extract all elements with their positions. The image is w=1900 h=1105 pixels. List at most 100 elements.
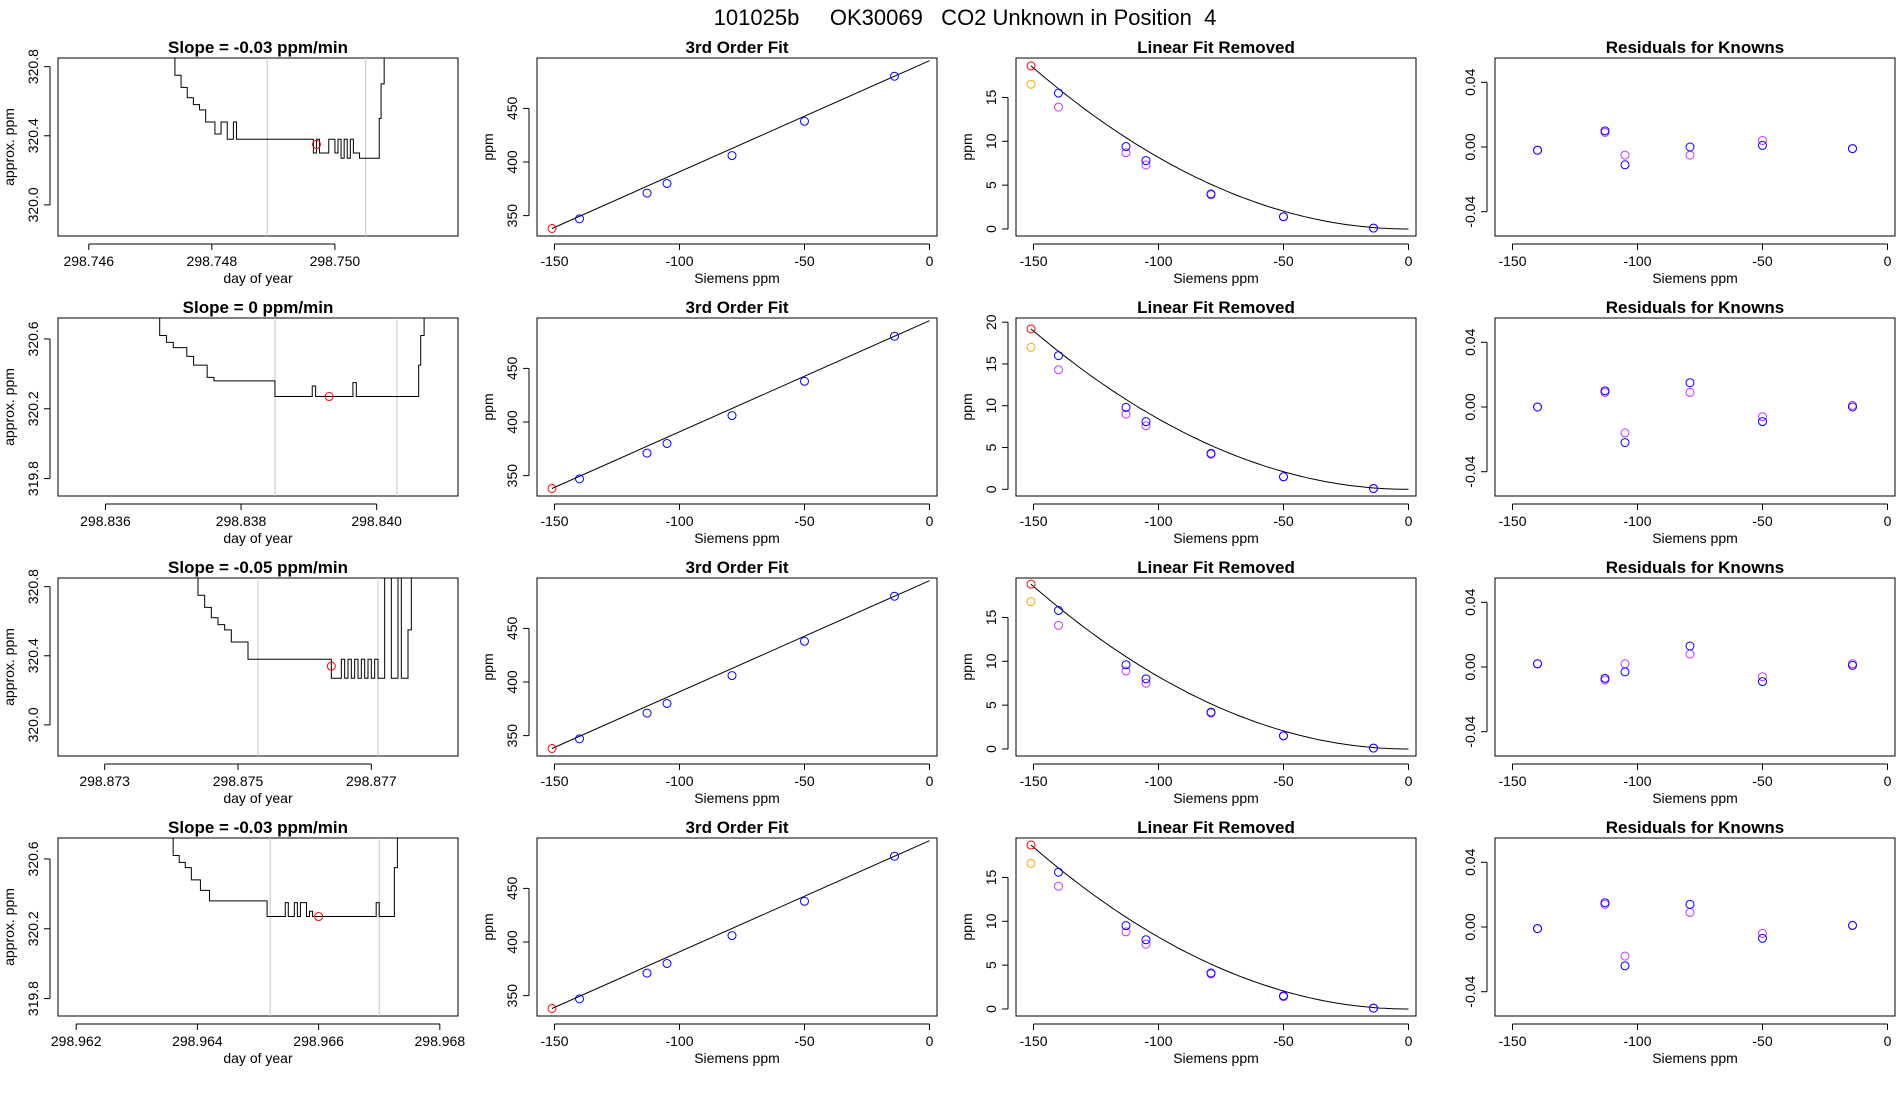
x-axis-label: Siemens ppm bbox=[694, 270, 780, 286]
x-tick-label: -100 bbox=[1623, 773, 1651, 789]
chart-panel-lin-row2: Linear Fit Removed -150 -100 -50 0 Siemens pp… bbox=[959, 558, 1417, 806]
x-tick-label: -150 bbox=[1498, 513, 1526, 529]
residual-point-knowns bbox=[1685, 378, 1695, 388]
series-line bbox=[152, 318, 425, 398]
data-point-target bbox=[1026, 840, 1036, 850]
mean-point bbox=[326, 661, 336, 671]
x-tick-label: 0 bbox=[1884, 773, 1892, 789]
panel-title: Slope = -0.05 ppm/min bbox=[168, 558, 348, 577]
y-axis-label: ppm bbox=[959, 913, 975, 940]
x-axis-label: Siemens ppm bbox=[1652, 270, 1738, 286]
data-point-measured bbox=[1054, 365, 1063, 375]
x-tick-label: 298.962 bbox=[51, 1033, 102, 1049]
y-tick-label: 320.0 bbox=[25, 707, 41, 742]
data-point bbox=[890, 331, 899, 341]
plot-frame bbox=[1015, 837, 1417, 1017]
y-tick-label: 0.00 bbox=[1462, 393, 1478, 420]
x-tick-label: -150 bbox=[540, 513, 568, 529]
data-point bbox=[800, 376, 809, 386]
fit-line bbox=[551, 320, 930, 489]
x-axis-label: Siemens ppm bbox=[694, 790, 780, 806]
plot-area bbox=[547, 840, 930, 1013]
data-point bbox=[662, 958, 672, 968]
plot-frame bbox=[536, 317, 938, 497]
data-point-measured bbox=[1121, 927, 1131, 937]
data-point-knowns bbox=[1369, 223, 1378, 233]
data-point-measured bbox=[1054, 102, 1063, 112]
residual-point-knowns bbox=[1758, 417, 1767, 427]
y-tick-label: 5 bbox=[983, 181, 999, 189]
y-tick-label: 5 bbox=[983, 961, 999, 969]
panel-title: Linear Fit Removed bbox=[1137, 558, 1295, 577]
chart-panel-resid-row1: Residuals for Knowns -150 -100 -50 0 Siemens … bbox=[1462, 298, 1896, 546]
data-point bbox=[547, 223, 557, 233]
residual-point-knowns bbox=[1685, 142, 1695, 152]
plot-area bbox=[1533, 126, 1857, 170]
y-tick-label: 0 bbox=[983, 485, 999, 493]
data-point-knowns bbox=[1141, 674, 1151, 684]
data-point-measured bbox=[1054, 881, 1063, 891]
chart-panel-lin-row3: Linear Fit Removed -150 -100 -50 0 Siemens pp… bbox=[959, 818, 1417, 1066]
x-tick-label: -150 bbox=[1019, 1033, 1047, 1049]
y-tick-label: 0.04 bbox=[1462, 68, 1478, 95]
x-tick-label: -100 bbox=[665, 1033, 693, 1049]
x-tick-label: -50 bbox=[794, 1033, 814, 1049]
x-tick-label: 0 bbox=[1884, 253, 1892, 269]
chart-panel-resid-row2: Residuals for Knowns -150 -100 -50 0 Siemens … bbox=[1462, 558, 1896, 806]
y-tick-label: 15 bbox=[983, 89, 999, 105]
plot-area bbox=[1533, 641, 1857, 687]
plot-area bbox=[1026, 324, 1409, 493]
residual-point-knowns bbox=[1533, 924, 1542, 934]
data-point bbox=[662, 438, 672, 448]
plot-frame bbox=[1494, 837, 1896, 1017]
panel-title: Linear Fit Removed bbox=[1137, 38, 1295, 57]
y-tick-label: 15 bbox=[983, 609, 999, 625]
y-tick-label: 320.8 bbox=[25, 569, 41, 604]
data-point bbox=[575, 474, 584, 484]
y-tick-label: 350 bbox=[504, 984, 520, 1008]
data-point bbox=[642, 448, 652, 458]
x-tick-label: 0 bbox=[1884, 1033, 1892, 1049]
data-point-knowns bbox=[1054, 605, 1063, 615]
x-tick-label: 0 bbox=[926, 253, 934, 269]
y-tick-label: 320.2 bbox=[25, 911, 41, 946]
x-axis-label: day of year bbox=[223, 270, 293, 286]
y-tick-label: 319.8 bbox=[25, 461, 41, 496]
x-tick-label: -50 bbox=[1752, 773, 1772, 789]
y-axis-label: ppm bbox=[959, 393, 975, 420]
y-tick-label: 10 bbox=[983, 398, 999, 414]
x-tick-label: -50 bbox=[1752, 253, 1772, 269]
y-axis-label: approx. ppm bbox=[1, 888, 17, 966]
residual-point-measured bbox=[1758, 928, 1767, 938]
mean-point bbox=[324, 392, 334, 402]
plot-frame bbox=[57, 837, 459, 1017]
panel-title: Linear Fit Removed bbox=[1137, 818, 1295, 837]
y-tick-label: 450 bbox=[504, 357, 520, 381]
x-axis-label: day of year bbox=[223, 790, 293, 806]
panel-title: Residuals for Knowns bbox=[1606, 298, 1785, 317]
plot-area bbox=[1026, 840, 1409, 1013]
y-tick-label: -0.04 bbox=[1462, 976, 1478, 1008]
residual-point-knowns bbox=[1848, 144, 1857, 154]
y-tick-label: 5 bbox=[983, 701, 999, 709]
plot-area bbox=[152, 318, 425, 496]
data-point-unknown bbox=[1026, 858, 1036, 868]
plot-frame bbox=[536, 577, 938, 757]
y-tick-label: 400 bbox=[504, 150, 520, 174]
data-point bbox=[575, 734, 584, 744]
y-tick-label: 350 bbox=[504, 204, 520, 228]
y-tick-label: 319.8 bbox=[25, 981, 41, 1016]
chart-panel-fit3-row0: 3rd Order Fit -150 -100 -50 0 Siemens ppm 350 4… bbox=[480, 38, 938, 286]
chart-panel-ts-row0: Slope = -0.03 ppm/min 298.746 298.748 298.7… bbox=[1, 38, 459, 286]
plot-frame bbox=[536, 57, 938, 237]
chart-panel-fit3-row3: 3rd Order Fit -150 -100 -50 0 Siemens ppm 350 4… bbox=[480, 818, 938, 1066]
data-point-measured bbox=[1121, 409, 1131, 419]
plot-frame bbox=[1494, 57, 1896, 237]
data-point-unknown bbox=[1026, 79, 1036, 89]
data-point-measured bbox=[1141, 421, 1151, 431]
y-axis-label: ppm bbox=[480, 653, 496, 680]
panel-title: Slope = -0.03 ppm/min bbox=[168, 818, 348, 837]
plot-area bbox=[547, 580, 930, 753]
x-tick-label: 298.964 bbox=[172, 1033, 223, 1049]
